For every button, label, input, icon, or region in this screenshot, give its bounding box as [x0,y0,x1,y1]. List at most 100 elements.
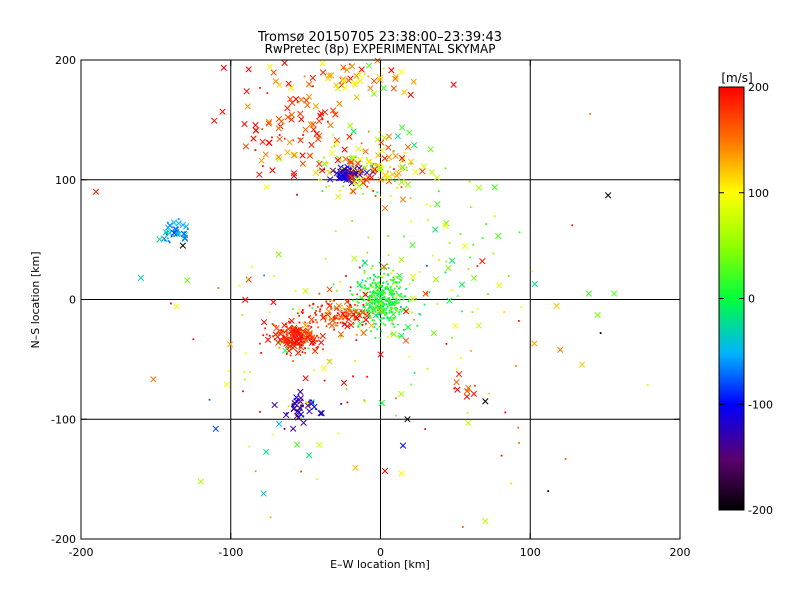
scatter-point-x [360,329,367,337]
scatter-point [410,311,413,314]
scatter-point-x [351,179,358,186]
scatter-point [400,293,402,295]
scatter-point [166,231,168,234]
scatter-point [365,304,368,306]
scatter-point [365,302,368,305]
scatter-point-x [276,155,283,163]
scatter-point [300,404,302,407]
scatter-point-x [385,153,393,161]
scatter-point-x [252,122,259,129]
scatter-point [398,287,401,290]
scatter-point-x [358,66,365,73]
scatter-point [372,293,374,295]
scatter-point [396,276,399,279]
scatter-point-x [318,167,326,174]
scatter-point [385,303,388,306]
scatter-point-x [297,411,305,418]
scatter-point [317,159,320,162]
scatter-point [382,309,385,312]
scatter-point [358,266,361,269]
scatter-point [391,320,394,322]
scatter-point [396,302,399,305]
scatter-point [384,286,387,289]
scatter-point-x [292,96,300,103]
scatter-point [281,338,284,341]
scatter-point-x [365,158,372,165]
scatter-point [389,289,392,291]
scatter-point [372,290,375,292]
scatter-point [398,313,401,316]
scatter-point-x [290,152,298,159]
scatter-point [395,306,397,309]
scatter-point [254,470,257,473]
scatter-point [316,306,319,308]
scatter-point-x [298,116,305,123]
scatter-point-x [385,144,392,151]
scatter-point-x [275,153,282,161]
scatter-point [384,288,387,291]
scatter-point [492,252,495,255]
scatter-point [419,313,422,316]
scatter-point [377,292,380,295]
scatter-point [302,340,305,343]
scatter-point-x [173,226,180,233]
scatter-point [352,322,355,325]
scatter-point-x [433,174,441,181]
scatter-point-x [409,273,417,280]
scatter-point-x [305,93,313,100]
scatter-point-x [404,416,411,423]
scatter-point-x [265,120,272,127]
x-tick-label: -100 [218,546,243,559]
scatter-point [353,317,356,320]
scatter-point [254,149,257,151]
scatter-point [368,309,371,312]
scatter-point [298,308,301,311]
scatter-point [393,287,396,290]
scatter-point [310,399,312,402]
scatter-point [517,320,520,322]
scatter-point [360,297,363,300]
scatter-point-x [371,166,378,173]
scatter-point-x [345,304,353,312]
scatter-point [278,340,281,343]
scatter-point [467,267,470,270]
scatter-point [387,317,389,320]
scatter-point-x [470,274,478,282]
scatter-point [340,178,343,181]
scatter-point-x [386,173,393,180]
scatter-point [316,478,319,480]
scatter-point [364,167,367,170]
scatter-point [365,309,368,312]
scatter-point-x [290,169,298,177]
scatter-point-x [306,152,314,159]
scatter-point-x [300,419,307,426]
scatter-point [459,233,462,235]
scatter-point [367,130,370,133]
scatter-point [332,316,335,319]
scatter-point [390,309,393,311]
scatter-point [166,221,169,224]
scatter-point [370,330,373,333]
scatter-point [373,294,376,297]
scatter-point [268,334,271,337]
scatter-point [408,310,410,313]
scatter-point-x [275,125,282,132]
scatter-point [321,190,324,193]
scatter-point [308,316,310,318]
scatter-point [371,286,374,288]
scatter-point-x [291,324,298,331]
scatter-point-x [398,470,405,477]
scatter-point [377,302,380,305]
scatter-point [379,296,382,299]
scatter-point [364,286,367,289]
scatter-point-x [482,398,489,405]
scatter-point-x [326,286,333,293]
scatter-point [317,179,320,182]
scatter-point [328,359,331,362]
scatter-point-x [398,332,405,339]
scatter-point-x [319,69,327,76]
scatter-point [426,292,428,295]
scatter-point [370,296,373,299]
scatter-point [393,168,395,171]
scatter-point [383,307,385,310]
